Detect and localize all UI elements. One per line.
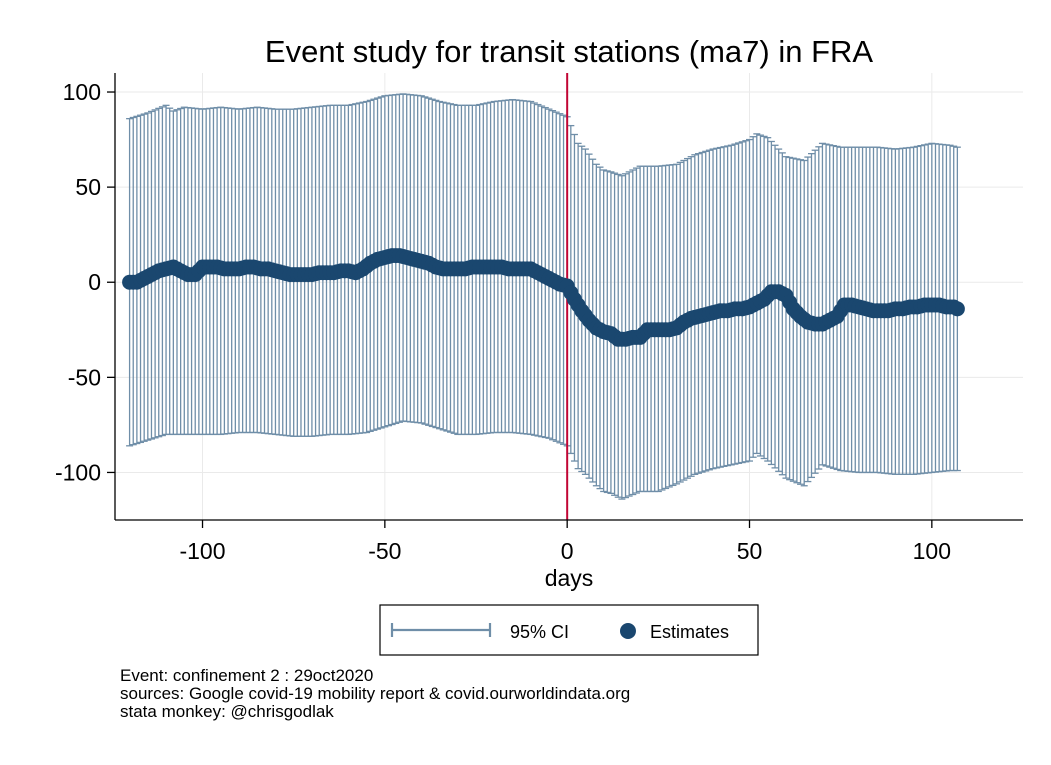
ci-bar xyxy=(818,142,826,466)
x-tick-label: 100 xyxy=(913,538,951,564)
ci-bar xyxy=(789,157,797,482)
legend-ci-key xyxy=(390,623,492,637)
note-sources: sources: Google covid-19 mobility report… xyxy=(120,684,631,703)
y-tick-label: -50 xyxy=(68,364,101,390)
ci-bar xyxy=(826,144,834,468)
ci-bar xyxy=(786,156,794,481)
estimate-point xyxy=(949,301,965,317)
legend: 95% CI Estimates xyxy=(379,604,759,656)
y-tick-label: -100 xyxy=(55,459,101,485)
legend-label-estimates: Estimates xyxy=(650,622,729,642)
estimates-series xyxy=(122,248,965,347)
x-tick-label: 50 xyxy=(737,538,763,564)
axes: 100 50 0 -50 -100 -100 -50 0 50 100 xyxy=(55,73,1023,564)
x-axis-title: days xyxy=(545,565,594,591)
ci-bar xyxy=(822,143,830,467)
ci-bar xyxy=(771,144,779,469)
note-event: Event: confinement 2 : 29oct2020 xyxy=(120,666,374,685)
ci-bar xyxy=(782,156,790,479)
legend-estimates-key xyxy=(620,623,636,639)
ci-bar xyxy=(753,133,761,455)
ci-bar xyxy=(778,152,786,476)
y-tick-label: 50 xyxy=(75,174,101,200)
ci-series xyxy=(126,93,961,500)
chart-notes: Event: confinement 2 : 29oct2020 sources… xyxy=(120,667,630,721)
x-tick-label: 0 xyxy=(561,538,574,564)
ci-bar xyxy=(811,149,819,474)
ci-bar xyxy=(815,146,823,470)
ci-bar xyxy=(767,140,775,466)
ci-bar xyxy=(807,153,815,479)
y-tick-label: 0 xyxy=(88,269,101,295)
note-credit: stata monkey: @chrisgodlak xyxy=(120,702,334,721)
chart-title: Event study for transit stations (ma7) i… xyxy=(265,34,873,69)
legend-label-ci: 95% CI xyxy=(510,622,569,642)
x-tick-label: -100 xyxy=(179,538,225,564)
ci-bar xyxy=(829,145,837,469)
ci-bar xyxy=(775,148,783,472)
x-tick-label: -50 xyxy=(368,538,401,564)
y-tick-label: 100 xyxy=(63,79,101,105)
